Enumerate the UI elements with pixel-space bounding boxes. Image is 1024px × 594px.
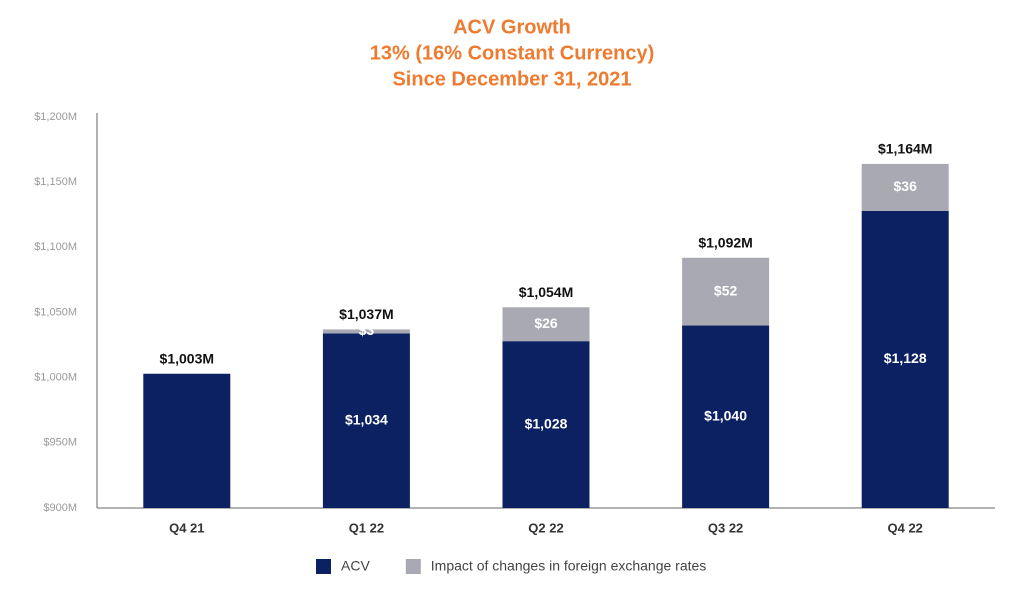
chart-title: ACV Growth [453,16,571,38]
x-tick-label: Q2 22 [528,520,563,535]
legend-swatch [405,559,421,574]
total-label: $1,003M [160,350,214,366]
bar-segment [682,257,770,326]
chart-subtitle: Since December 31, 2021 [392,68,631,90]
y-tick-label: $1,050M [34,306,77,318]
bar-segment [502,341,590,508]
x-tick-label: Q1 22 [349,520,384,535]
total-label: $1,164M [878,141,932,157]
bar-segment [322,333,410,508]
x-tick-label: Q4 21 [169,520,204,535]
data-label: $52 [714,282,738,298]
y-tick-label: $950M [43,437,77,449]
y-tick-label: $900M [43,502,77,514]
x-tick-label: Q3 22 [708,520,743,535]
data-label: $1,128 [884,350,927,366]
bar-segment [322,329,410,334]
legend-swatch [316,559,331,574]
y-tick-label: $1,200M [34,111,77,123]
bar-segment [682,325,770,508]
bar-segment [502,307,590,342]
data-label: $1,040 [704,407,747,423]
data-label: $3 [359,322,375,338]
total-label: $1,037M [339,306,393,322]
y-tick-label: $1,100M [34,241,77,253]
data-label: $26 [534,315,558,331]
bar-segment [143,373,231,508]
bar-segment [861,163,949,211]
data-label: $1,028 [525,415,568,431]
total-label: $1,092M [698,234,752,250]
x-tick-label: Q4 22 [887,520,922,535]
y-tick-label: $1,150M [34,176,77,188]
chart-subtitle: 13% (16% Constant Currency) [370,42,655,64]
data-label: $1,034 [345,411,388,427]
legend-label: ACV [341,558,370,574]
data-label: $36 [894,178,918,194]
total-label: $1,054M [519,284,573,300]
bar-segment [861,210,949,508]
y-tick-label: $1,000M [34,372,77,384]
legend-label: Impact of changes in foreign exchange ra… [431,558,707,574]
